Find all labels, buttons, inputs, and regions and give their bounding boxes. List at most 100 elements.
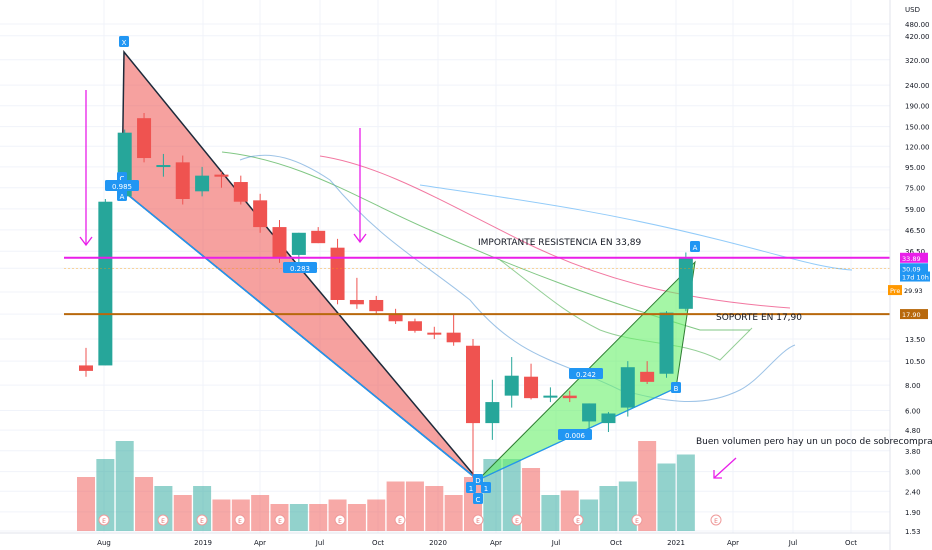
volume-bar [135, 477, 154, 531]
y-tick-label: 6.00 [905, 407, 921, 415]
price-label-box [900, 263, 928, 274]
y-tick-label: 4.80 [905, 427, 921, 435]
candle-body [640, 371, 655, 382]
price-label-box [902, 285, 930, 296]
volume-bar [580, 499, 599, 531]
y-tick-label: 95.00 [905, 164, 925, 172]
earnings-marker [234, 514, 246, 526]
ma-line [419, 184, 853, 271]
x-tick-label: Oct [610, 539, 622, 547]
volume-bar [347, 504, 366, 531]
volume-bar [289, 504, 308, 531]
earnings-marker [98, 514, 110, 526]
price-label: 29.93 [904, 287, 923, 295]
earnings-marker [710, 514, 722, 526]
volume-bar [676, 454, 695, 531]
x-tick-label: 2021 [667, 539, 685, 547]
volume-bar [367, 499, 386, 531]
y-tick-label: 3.80 [905, 448, 921, 456]
harmonic-label: A [693, 244, 698, 252]
price-label: Pre [890, 287, 900, 295]
earnings-label: E [576, 518, 580, 525]
candle-body [582, 403, 597, 422]
candle-body [156, 165, 171, 168]
harmonic-label: 0.985 [112, 183, 132, 191]
volume-bar [541, 495, 560, 531]
candle-body [253, 200, 268, 228]
volume-bar [309, 504, 328, 531]
x-tick-label: 2019 [194, 539, 212, 547]
harmonic-label-box [481, 482, 491, 493]
harmonic-label: 0.242 [576, 371, 596, 379]
candle-body [524, 376, 539, 399]
harmonic-label-box [558, 429, 592, 440]
candle-body [446, 332, 461, 343]
y-tick-label: 46.50 [905, 227, 925, 235]
x-tick-label: Jul [788, 539, 798, 547]
volume-bar [251, 495, 270, 531]
volume-bar [638, 441, 657, 531]
y-tick-label: 3.00 [905, 469, 921, 477]
arrow-shaft [713, 457, 737, 479]
price-label-box [900, 271, 930, 282]
volume-bars [77, 441, 695, 531]
x-tick-label: Apr [254, 539, 266, 547]
y-tick-label: 10.50 [905, 358, 925, 366]
x-tick-label: Apr [490, 539, 502, 547]
candle-body [407, 321, 422, 331]
arrows [79, 90, 737, 479]
candle-body [620, 367, 635, 408]
ma-line [221, 151, 750, 331]
y-tick-label: 420.00 [905, 33, 930, 41]
x-tick-label: 2020 [429, 539, 447, 547]
y-tick-label: 120.00 [905, 143, 930, 151]
candle-body [98, 201, 113, 366]
harmonic-label-box [671, 382, 681, 393]
earnings-marker [394, 514, 406, 526]
candle-body [291, 232, 306, 255]
harmonic-label: B [674, 385, 679, 393]
harmonic-label-box [105, 180, 139, 191]
price-label: 33.89 [902, 255, 921, 263]
candle-body [369, 299, 384, 312]
harmonic-label: 0.283 [290, 265, 310, 273]
harmonic-label: D [475, 477, 480, 485]
candle-body [175, 162, 190, 199]
y-tick-label: 320.00 [905, 57, 930, 65]
price-axis: USD 480.00 420.00 320.00 240.00 190.00 150.00 1… [888, 0, 930, 550]
pattern-line [121, 189, 479, 481]
candle-body [311, 230, 326, 244]
y-tick-label: 8.00 [905, 382, 921, 390]
earnings-label: E [161, 518, 165, 525]
candle-body [562, 395, 577, 399]
x-tick-label: Oct [845, 539, 857, 547]
volume-bar [96, 459, 115, 531]
volume-bar [522, 468, 541, 531]
earnings-label: E [238, 518, 242, 525]
volume-bar [115, 441, 134, 531]
candle-body [601, 413, 616, 424]
earnings-label: E [278, 518, 282, 525]
earnings-marker [472, 514, 484, 526]
volume-bar [444, 495, 463, 531]
earnings-marker [631, 514, 643, 526]
harmonic-label-box [119, 36, 129, 47]
arrow-head [79, 236, 93, 247]
harmonic-label: C [120, 175, 125, 183]
volume-bar [483, 459, 502, 531]
y-tick-label: 190.00 [905, 103, 930, 111]
ma-line [239, 154, 796, 403]
volume-bar [657, 463, 676, 531]
earnings-marker [274, 514, 286, 526]
volume-bar [502, 459, 521, 531]
harmonic-label: 1 [469, 485, 473, 493]
earnings-label: E [635, 518, 639, 525]
time-axis: Aug 2019 Apr Jul Oct 2020 Apr Jul Oct 2021 Apr Jul O… [0, 532, 890, 547]
volume-bar [77, 477, 95, 531]
candle-body [543, 395, 558, 398]
x-tick-label: Apr [727, 539, 739, 547]
volume-note-annotation: Buen volumen pero hay un un poco de sobr… [696, 437, 932, 447]
